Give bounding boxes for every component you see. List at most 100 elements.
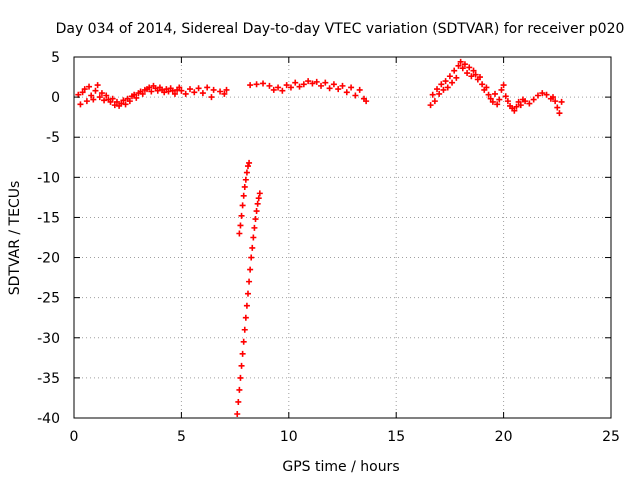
data-point bbox=[242, 314, 249, 321]
data-point bbox=[88, 92, 95, 99]
x-tick-label: 5 bbox=[177, 429, 186, 445]
data-point bbox=[118, 100, 125, 107]
data-point bbox=[103, 92, 110, 99]
data-point bbox=[235, 398, 242, 405]
data-point bbox=[472, 71, 479, 78]
data-point bbox=[239, 202, 246, 209]
data-point bbox=[238, 362, 245, 369]
data-point bbox=[313, 78, 320, 85]
y-tick-label: -10 bbox=[37, 170, 60, 186]
data-point bbox=[318, 82, 325, 89]
data-point bbox=[113, 98, 120, 105]
data-point bbox=[530, 96, 537, 103]
data-point bbox=[92, 87, 99, 94]
data-point bbox=[244, 290, 251, 297]
data-point bbox=[247, 82, 254, 89]
y-tick-label: 0 bbox=[51, 90, 60, 106]
chart-title: Day 034 of 2014, Sidereal Day-to-day VTE… bbox=[56, 21, 625, 37]
data-points bbox=[75, 58, 565, 417]
data-point bbox=[330, 81, 337, 88]
data-point bbox=[186, 86, 193, 93]
data-point bbox=[204, 84, 211, 91]
data-point bbox=[236, 386, 243, 393]
data-point bbox=[111, 102, 118, 109]
grid bbox=[74, 57, 611, 418]
data-point bbox=[248, 254, 255, 261]
data-point bbox=[252, 216, 259, 223]
data-point bbox=[466, 64, 473, 71]
data-point bbox=[309, 80, 316, 87]
data-point bbox=[496, 96, 503, 103]
data-point bbox=[195, 85, 202, 92]
data-point bbox=[517, 102, 524, 109]
data-point bbox=[429, 91, 436, 98]
data-point bbox=[210, 86, 217, 93]
data-point bbox=[240, 338, 247, 345]
data-point bbox=[101, 97, 108, 104]
data-point bbox=[275, 84, 282, 91]
data-point bbox=[449, 79, 456, 86]
data-point bbox=[176, 84, 183, 91]
data-point bbox=[266, 82, 273, 89]
data-point bbox=[504, 98, 511, 105]
data-point bbox=[442, 78, 449, 85]
series-segment-3 bbox=[234, 190, 263, 417]
data-point bbox=[109, 95, 116, 102]
data-point bbox=[431, 98, 438, 105]
series-segment-1 bbox=[75, 82, 230, 109]
x-axis-label: GPS time / hours bbox=[282, 459, 399, 475]
data-point bbox=[217, 88, 224, 95]
data-point bbox=[241, 183, 248, 190]
data-point bbox=[165, 88, 172, 95]
data-point bbox=[94, 82, 101, 89]
x-tick-label: 15 bbox=[387, 429, 405, 445]
data-point bbox=[554, 104, 561, 111]
data-point bbox=[305, 78, 312, 85]
data-point bbox=[300, 81, 307, 88]
data-point bbox=[552, 98, 559, 105]
series-segment-4 bbox=[247, 78, 370, 105]
x-tick-label: 25 bbox=[602, 429, 620, 445]
data-point bbox=[148, 88, 155, 95]
data-point bbox=[476, 74, 483, 81]
data-point bbox=[221, 90, 228, 97]
series-segment-2 bbox=[236, 159, 253, 237]
data-point bbox=[86, 83, 93, 90]
data-point bbox=[335, 86, 342, 93]
data-point bbox=[483, 84, 490, 91]
y-tick-label: -30 bbox=[37, 331, 60, 347]
data-point bbox=[237, 222, 244, 229]
data-point bbox=[254, 200, 261, 207]
data-point bbox=[256, 190, 263, 197]
data-point bbox=[146, 84, 153, 91]
data-point bbox=[348, 84, 355, 91]
x-tick-label: 10 bbox=[280, 429, 298, 445]
data-point bbox=[436, 90, 443, 97]
data-point bbox=[550, 94, 557, 101]
data-point bbox=[446, 73, 453, 80]
y-tick-label: -15 bbox=[37, 210, 60, 226]
plot-frame bbox=[73, 56, 612, 419]
y-axis-label: SDTVAR / TECUs bbox=[7, 181, 23, 296]
data-point bbox=[242, 176, 249, 183]
data-point bbox=[244, 163, 251, 170]
data-point bbox=[133, 94, 140, 101]
data-point bbox=[237, 374, 244, 381]
data-point bbox=[120, 97, 127, 104]
data-point bbox=[126, 98, 133, 105]
data-point bbox=[558, 98, 565, 105]
data-point bbox=[461, 61, 468, 68]
data-point bbox=[270, 86, 277, 93]
data-point bbox=[250, 234, 257, 241]
data-point bbox=[556, 110, 563, 117]
x-tick-label: 0 bbox=[70, 429, 79, 445]
data-point bbox=[255, 195, 262, 202]
data-point bbox=[444, 84, 451, 91]
y-tick-label: -35 bbox=[37, 371, 60, 387]
data-point bbox=[511, 107, 518, 114]
data-point bbox=[326, 85, 333, 92]
y-tick-label: -25 bbox=[37, 291, 60, 307]
data-point bbox=[249, 244, 256, 251]
data-point bbox=[79, 89, 86, 96]
